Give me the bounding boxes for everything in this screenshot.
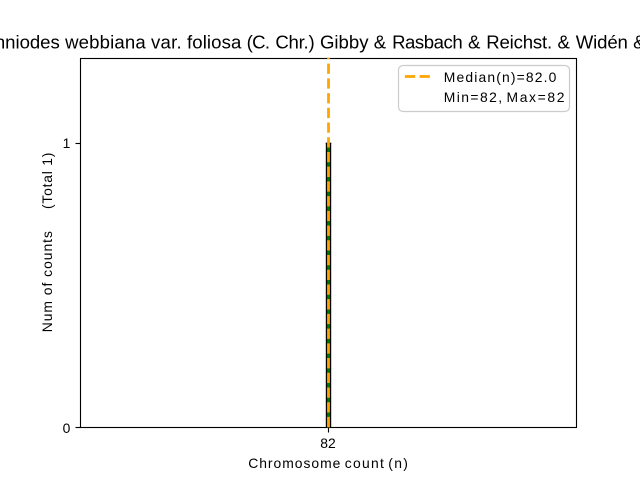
svg-text:0: 0: [63, 420, 71, 436]
svg-text:Reichst.: Reichst.: [486, 32, 552, 53]
svg-text:webbiana: webbiana: [64, 32, 146, 53]
svg-text:foliosa: foliosa: [187, 32, 242, 53]
svg-text:(Total 1): (Total 1): [39, 153, 55, 209]
svg-text:count: count: [345, 455, 384, 471]
svg-text:&: &: [633, 32, 640, 53]
svg-text:Min=82,: Min=82,: [444, 89, 502, 105]
svg-text:&: &: [557, 32, 570, 53]
svg-text:Widén: Widén: [576, 32, 628, 53]
svg-text:(n): (n): [388, 455, 408, 471]
svg-text:var.: var.: [151, 32, 182, 53]
svg-text:Median(n)=82.0: Median(n)=82.0: [444, 69, 557, 85]
svg-text:Gibby: Gibby: [320, 32, 369, 53]
svg-text:82: 82: [320, 435, 336, 451]
svg-text:Arachniodes: Arachniodes: [0, 32, 60, 53]
svg-text:&: &: [468, 32, 481, 53]
svg-text:&: &: [374, 32, 387, 53]
svg-text:Chromosome: Chromosome: [248, 455, 340, 471]
svg-text:1: 1: [63, 135, 71, 151]
svg-text:Max=82: Max=82: [506, 89, 564, 105]
svg-text:Num of counts: Num of counts: [39, 231, 55, 332]
svg-text:(C.: (C.: [247, 32, 270, 53]
svg-text:Chr.): Chr.): [275, 32, 314, 53]
svg-text:Rasbach: Rasbach: [392, 32, 463, 53]
